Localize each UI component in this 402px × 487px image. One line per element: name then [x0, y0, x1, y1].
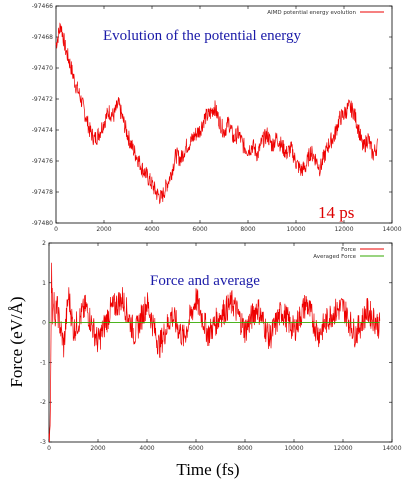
energy-y-tick-label: -97466 — [32, 3, 53, 10]
force-plot-frame — [48, 242, 393, 443]
energy-x-tick-label: 6000 — [192, 226, 207, 233]
force-series — [48, 262, 381, 443]
force-x-tick-label: 14000 — [382, 445, 401, 452]
energy-plot-frame — [55, 5, 393, 224]
force-x-axis-label: Time (fs) — [176, 460, 239, 479]
energy-x-tick-label: 14000 — [382, 226, 401, 233]
force-legend: Force Averaged Force — [313, 247, 384, 260]
force-y-tick-label: 0 — [42, 320, 46, 327]
force-y-tick-label: -1 — [40, 359, 46, 366]
force-legend-label: Force — [341, 247, 356, 253]
energy-y-tick-label: -97474 — [32, 127, 53, 134]
energy-series — [55, 22, 378, 205]
force-y-tick-label: -2 — [40, 399, 46, 406]
energy-x-tick-label: 0 — [54, 226, 58, 233]
force-x-tick-label: 10000 — [284, 445, 303, 452]
energy-legend: AIMD potential energy evolution — [267, 10, 384, 16]
force-y-axis-label: Force (eV/Å) — [7, 296, 26, 387]
energy-y-tick-label: -97470 — [32, 65, 53, 72]
energy-y-tick-label: -97478 — [32, 189, 53, 196]
energy-legend-label: AIMD potential energy evolution — [267, 10, 356, 16]
force-x-tick-label: 6000 — [188, 445, 203, 452]
force-annotation: Force and average — [150, 273, 260, 289]
energy-x-tick-label: 4000 — [144, 226, 159, 233]
avg-legend-label: Averaged Force — [313, 254, 356, 260]
force-chart: 2 1 0 -1 -2 -3 0 2000 4000 6000 8000 10000 12000 140… — [7, 240, 402, 479]
force-y-tick-label: 1 — [42, 280, 46, 287]
energy-x-tick-label: 10000 — [286, 226, 305, 233]
energy-annotation: Evolution of the potential energy — [103, 28, 302, 44]
force-y-tick-label: -3 — [40, 439, 46, 446]
energy-x-tick-label: 2000 — [96, 226, 111, 233]
time-annotation: 14 ps — [318, 203, 354, 222]
energy-series-line-0 — [55, 22, 378, 205]
energy-x-ticks: 0 2000 4000 6000 8000 10000 12000 14000 — [54, 6, 402, 233]
energy-x-tick-label: 8000 — [240, 226, 255, 233]
energy-y-tick-label: -97480 — [32, 220, 53, 227]
force-y-tick-label: 2 — [42, 240, 46, 247]
force-x-ticks: 0 2000 4000 6000 8000 10000 12000 14000 — [47, 243, 402, 452]
force-y-ticks: 2 1 0 -1 -2 -3 — [40, 240, 392, 446]
force-x-tick-label: 0 — [47, 445, 51, 452]
energy-y-ticks: -97466 -97468 -97470 -97472 -97474 -97476 -974… — [32, 3, 392, 227]
energy-chart: -97466 -97468 -97470 -97472 -97474 -97476 -974… — [32, 3, 402, 233]
force-series-line-0 — [48, 262, 381, 443]
energy-y-tick-label: -97476 — [32, 158, 53, 165]
force-x-tick-label: 8000 — [237, 445, 252, 452]
force-x-tick-label: 12000 — [333, 445, 352, 452]
force-x-tick-label: 2000 — [90, 445, 105, 452]
energy-x-tick-label: 12000 — [334, 226, 353, 233]
energy-y-tick-label: -97468 — [32, 34, 53, 41]
force-x-tick-label: 4000 — [139, 445, 154, 452]
energy-y-tick-label: -97472 — [32, 96, 53, 103]
